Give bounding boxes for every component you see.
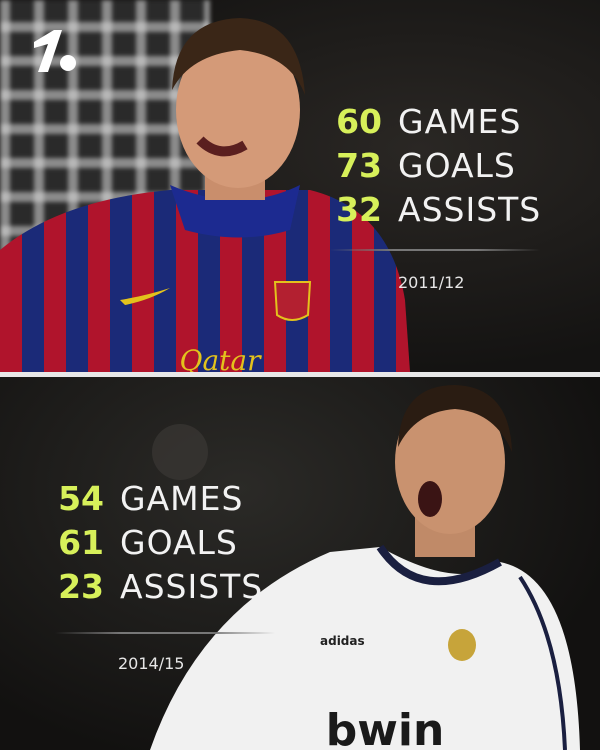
stats-block-bottom: 54 GAMES 61 GOALS 23 ASSISTS <box>48 479 263 611</box>
svg-text:Qatar: Qatar <box>180 344 263 372</box>
divider-line <box>55 632 275 634</box>
onefootball-logo-icon <box>34 30 76 72</box>
stat-label: ASSISTS <box>398 190 542 229</box>
season-label: 2014/15 <box>118 654 185 673</box>
stat-value: 23 <box>58 567 104 606</box>
stat-value: 60 <box>336 102 382 141</box>
stat-label: GOALS <box>398 146 516 185</box>
stat-value: 73 <box>336 146 382 185</box>
stat-row-games: 60 GAMES <box>326 102 541 146</box>
stat-value: 54 <box>58 479 104 518</box>
stat-row-assists: 23 ASSISTS <box>48 567 263 611</box>
stat-row-games: 54 GAMES <box>48 479 263 523</box>
stat-row-assists: 32 ASSISTS <box>326 190 541 234</box>
stats-block-top: 60 GAMES 73 GOALS 32 ASSISTS <box>326 102 541 234</box>
svg-text:bwin: bwin <box>326 705 445 750</box>
stat-row-goals: 73 GOALS <box>326 146 541 190</box>
season-label: 2011/12 <box>398 273 465 292</box>
svg-text:adidas: adidas <box>320 634 365 648</box>
divider-line <box>330 249 540 251</box>
stat-label: ASSISTS <box>120 567 264 606</box>
stat-row-goals: 61 GOALS <box>48 523 263 567</box>
top-panel: Qatar 60 GAMES 73 GOALS 32 ASSISTS 2011/12 <box>0 0 600 372</box>
stat-label: GOALS <box>120 523 238 562</box>
stat-label: GAMES <box>398 102 522 141</box>
stat-value: 32 <box>336 190 382 229</box>
panel-separator <box>0 372 600 377</box>
bottom-panel: adidas bwin 54 GAMES 61 GOALS 23 ASSISTS 20… <box>0 377 600 750</box>
player-photo-real-madrid: adidas bwin <box>150 385 580 750</box>
player-photo-barcelona: Qatar <box>0 18 410 372</box>
stat-value: 61 <box>58 523 104 562</box>
stat-label: GAMES <box>120 479 244 518</box>
